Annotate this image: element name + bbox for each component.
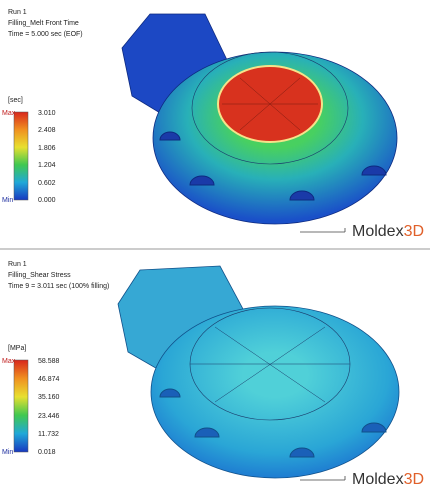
- brand: Moldex3D: [352, 471, 424, 488]
- legend-label: 11.732: [38, 431, 59, 438]
- max-label: Max: [2, 358, 16, 365]
- colorbar: [13, 111, 29, 201]
- time-label: Time 9 = 3.011 sec (100% filling): [8, 283, 109, 290]
- time-label: Time = 5.000 sec (EOF): [8, 31, 83, 38]
- part-body: [150, 305, 400, 479]
- legend-label: 0.018: [38, 449, 56, 456]
- legend-label: 0.602: [38, 180, 56, 187]
- run-label: Run 1: [8, 261, 27, 268]
- brand: Moldex3D: [352, 223, 424, 240]
- run-label: Run 1: [8, 9, 27, 16]
- scale-bar: [300, 228, 346, 233]
- brand-name: Moldex: [352, 471, 404, 488]
- mesh-lines: [190, 326, 350, 403]
- legend-label: 23.446: [38, 413, 60, 420]
- legend-label: 0.000: [38, 197, 56, 204]
- colorbar: [13, 359, 29, 453]
- mesh-lines: [222, 77, 318, 131]
- legend-label: 58.588: [38, 358, 60, 365]
- result-label: Filling_Melt Front Time: [8, 20, 79, 27]
- scale-bar: [300, 476, 346, 481]
- legend-label: 1.204: [38, 162, 56, 169]
- legend-label: 2.408: [38, 127, 56, 134]
- brand-suffix: 3D: [404, 471, 424, 488]
- legend-label: 3.010: [38, 110, 56, 117]
- bosses: [159, 131, 387, 201]
- result-label: Filling_Shear Stress: [8, 272, 71, 279]
- brand-suffix: 3D: [404, 223, 424, 240]
- unit-label: [sec]: [8, 97, 23, 104]
- legend-label: 1.806: [38, 145, 56, 152]
- contour: [191, 51, 349, 165]
- brand-name: Moldex: [352, 223, 404, 240]
- panel-melt-front: Run 1 Filling_Melt Front Time Time = 5.0…: [2, 9, 424, 240]
- max-label: Max: [2, 110, 16, 117]
- min-label: Min: [2, 449, 13, 456]
- unit-label: [MPa]: [8, 345, 26, 352]
- legend-label: 35.160: [38, 394, 60, 401]
- bosses: [159, 388, 387, 458]
- legend-label: 46.874: [38, 376, 60, 383]
- panel-shear-stress: Run 1 Filling_Shear Stress Time 9 = 3.01…: [2, 261, 424, 488]
- min-label: Min: [2, 197, 13, 204]
